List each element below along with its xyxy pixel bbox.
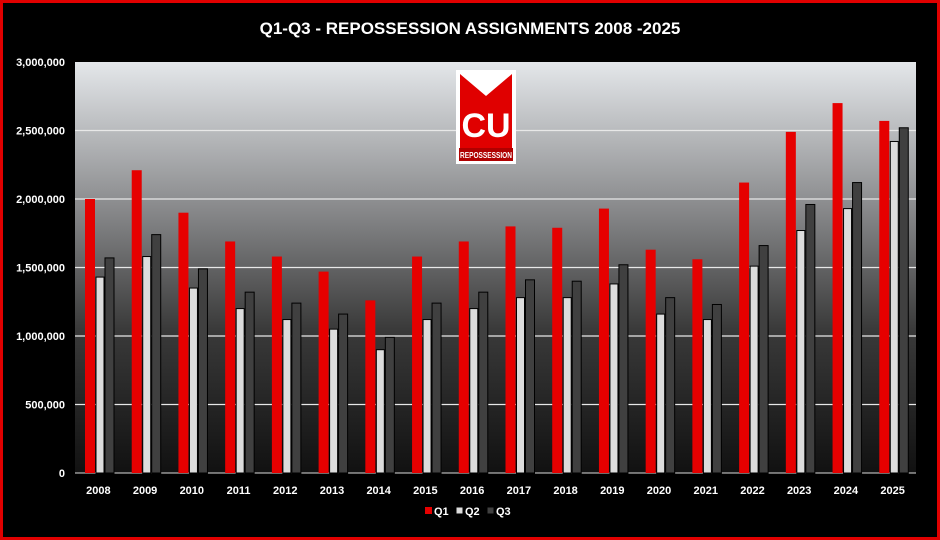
bar-q2-2016 <box>469 308 479 474</box>
bar-q3-2019 <box>618 264 629 474</box>
x-tick-label: 2009 <box>133 485 157 497</box>
bar-q2-2017 <box>516 297 525 474</box>
bar-q3-2017 <box>525 279 535 474</box>
bar-q1-2012 <box>271 256 282 473</box>
x-tick-label: 2019 <box>600 485 624 497</box>
chart-title: Q1-Q3 - REPOSSESSION ASSIGNMENTS 2008 -2… <box>260 19 681 38</box>
bar-q1-2010 <box>178 212 189 473</box>
legend-swatch-q1 <box>425 507 432 514</box>
bar-q3-2022 <box>758 245 769 474</box>
x-tick-label: 2016 <box>460 485 484 497</box>
x-tick-label: 2023 <box>787 485 811 497</box>
bar-q3-2012 <box>291 302 302 474</box>
bar-q1-2011 <box>225 241 236 473</box>
logo-text: REPOSSESSION <box>460 151 512 160</box>
bar-q1-2016 <box>458 241 469 473</box>
y-tick-label: 3,000,000 <box>16 57 65 69</box>
x-tick-label: 2010 <box>180 485 204 497</box>
bar-q1-2025 <box>879 120 890 473</box>
bar-q3-2008 <box>104 257 115 474</box>
logo-shield <box>460 74 512 148</box>
bar-q1-2024 <box>832 103 843 473</box>
bar-q3-2015 <box>431 302 442 474</box>
bar-q3-2024 <box>852 182 863 474</box>
bar-q1-2021 <box>692 259 703 473</box>
bar-q1-2015 <box>412 256 423 473</box>
bar-q2-2011 <box>235 308 245 474</box>
x-tick-label: 2015 <box>413 485 437 497</box>
bar-q1-2019 <box>598 208 609 473</box>
legend-label-q2: Q2 <box>465 506 480 518</box>
bar-q2-2022 <box>749 265 759 474</box>
bar-q3-2021 <box>711 303 722 474</box>
y-tick-label: 2,500,000 <box>16 126 65 138</box>
bar-q3-2016 <box>478 291 489 474</box>
legend-label-q3: Q3 <box>496 506 511 518</box>
bar-q1-2022 <box>739 182 750 473</box>
bar-q3-2023 <box>805 203 816 474</box>
bar-q1-2017 <box>505 226 516 473</box>
bar-q1-2020 <box>645 249 656 473</box>
x-tick-label: 2013 <box>320 485 344 497</box>
bar-q2-2021 <box>702 319 712 474</box>
bar-q2-2008 <box>95 276 105 474</box>
bar-q2-2013 <box>329 328 339 474</box>
bar-q1-2014 <box>365 300 376 473</box>
y-tick-label: 1,000,000 <box>16 331 65 343</box>
x-tick-label: 2020 <box>647 485 671 497</box>
bar-q2-2023 <box>796 230 806 474</box>
x-tick-label: 2024 <box>834 485 859 497</box>
bar-q3-2009 <box>151 234 162 474</box>
bar-q3-2011 <box>244 291 255 474</box>
bar-q2-2015 <box>422 319 432 474</box>
x-tick-label: 2011 <box>227 485 251 497</box>
bar-q3-2025 <box>898 127 909 474</box>
logo-banner <box>459 148 513 161</box>
bar-q2-2018 <box>562 297 572 474</box>
bar-q1-2023 <box>785 131 796 473</box>
y-tick-label: 2,000,000 <box>16 194 65 206</box>
bar-q1-2008 <box>85 199 95 473</box>
bar-q2-2010 <box>188 287 198 474</box>
bar-q1-2009 <box>131 170 142 474</box>
bar-q2-2009 <box>142 256 152 474</box>
x-tick-label: 2018 <box>553 485 577 497</box>
y-tick-label: 1,500,000 <box>16 263 65 275</box>
bar-q2-2019 <box>609 283 619 474</box>
x-tick-label: 2017 <box>507 485 531 497</box>
x-tick-label: 2021 <box>694 485 718 497</box>
legend-label-q1: Q1 <box>434 506 449 518</box>
bar-q1-2013 <box>318 271 329 473</box>
y-tick-label: 0 <box>59 468 65 480</box>
legend: Q1 Q2 Q3 <box>425 506 511 518</box>
x-tick-label: 2008 <box>86 485 110 497</box>
bar-q2-2012 <box>282 319 292 474</box>
x-tick-label: 2014 <box>366 485 391 497</box>
bar-q3-2014 <box>384 336 395 474</box>
bar-q2-2024 <box>843 208 853 474</box>
x-tick-label: 2022 <box>740 485 764 497</box>
x-tick-label: 2025 <box>880 485 904 497</box>
bar-q2-2025 <box>889 140 899 474</box>
bar-q3-2018 <box>571 280 582 474</box>
bar-q3-2010 <box>197 268 208 474</box>
bar-q3-2013 <box>338 313 349 474</box>
y-tick-label: 500,000 <box>25 400 65 412</box>
x-tick-label: 2012 <box>273 485 297 497</box>
bar-q2-2020 <box>656 313 666 474</box>
bar-q3-2020 <box>665 297 676 474</box>
logo: CU REPOSSESSION <box>456 70 516 164</box>
bar-q2-2014 <box>375 349 385 474</box>
bar-q1-2018 <box>552 227 563 473</box>
logo-letters: CU <box>461 107 510 145</box>
legend-swatch-q3 <box>486 506 495 515</box>
legend-swatch-q2 <box>455 506 464 515</box>
